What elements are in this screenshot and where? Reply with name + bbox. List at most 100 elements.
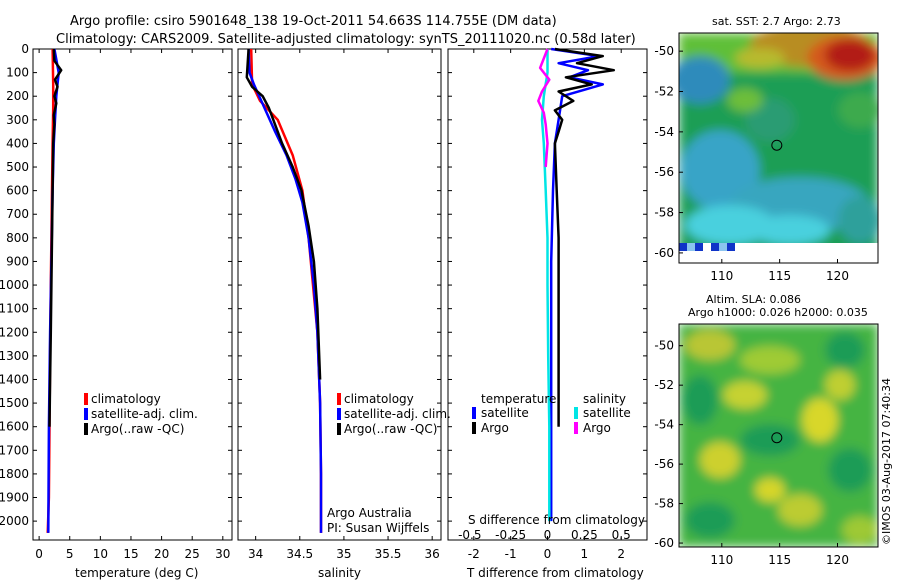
argo-location-marker: [771, 432, 783, 444]
difference-panel: -2 -1 0 1 2 S difference from climatology -0…: [447, 47, 648, 580]
x-tick-label: -1: [505, 547, 517, 561]
series-line-t-satellite: [549, 47, 605, 522]
depth-tick-label: 300: [6, 113, 29, 127]
legend-label-t-satellite: satellite: [481, 406, 529, 420]
map-y-tick-label: -60: [654, 246, 674, 260]
x-tick-label: 1: [581, 547, 589, 561]
salinity-lines: [245, 48, 323, 533]
map-y-tick-label: -52: [654, 85, 674, 99]
legend-label-argo: Argo(..raw -QC): [91, 422, 184, 436]
legend-swatch-s-satellite: [574, 407, 578, 419]
x-tick-label: 36: [425, 547, 440, 561]
map-y-tick-label: -52: [654, 378, 674, 392]
legend-label-climatology: climatology: [91, 392, 161, 406]
temperature-xlabel: temperature (deg C): [75, 566, 198, 580]
difference-xlabel: T difference from climatology: [466, 566, 644, 580]
x-tick-label: 10: [93, 547, 108, 561]
salinity-x-ticks: 34 34.5 35 35.5 36: [248, 49, 440, 561]
annotation-argo-australia: Argo Australia: [327, 506, 412, 520]
depth-tick-label: 1300: [0, 349, 29, 363]
imos-watermark: ©IMOS 03-Aug-2017 07:40:34: [880, 378, 893, 545]
legend-label-s-argo: Argo: [583, 421, 611, 435]
legend-swatch-argo: [84, 423, 88, 435]
series-line-t-argo: [553, 47, 616, 427]
legend-label-satellite: satellite-adj. clim.: [344, 407, 451, 421]
map-x-tick-label: 115: [768, 553, 791, 567]
sst-heatmap-field: [679, 33, 878, 263]
depth-tick-label: 100: [6, 66, 29, 80]
depth-tick-label: 1100: [0, 302, 29, 316]
sla-map-title-1: Altim. SLA: 0.086: [706, 293, 801, 306]
map-y-tick-label: -58: [654, 497, 674, 511]
legend-group-temperature: temperature: [481, 392, 556, 406]
depth-tick-label: 1000: [0, 278, 29, 292]
x-tick-label: -2: [468, 547, 480, 561]
map-y-tick-label: -60: [654, 536, 674, 550]
temperature-axes-frame: [32, 48, 233, 541]
legend-swatch-satellite: [84, 408, 88, 420]
x-tick-label: 5: [66, 547, 74, 561]
sla-heatmap-field: [679, 324, 878, 547]
sst-map: sat. SST: 2.7 Argo: 2.73: [654, 15, 879, 283]
x-tick-label: 25: [185, 547, 200, 561]
depth-tick-label: 600: [6, 184, 29, 198]
depth-tick-labels: 0 100 200 300 400 500 600 700 800 900 1000 1100 1200…: [0, 42, 647, 528]
sla-map-title-2: Argo h1000: 0.026 h2000: 0.035: [688, 306, 868, 319]
legend-swatch-climatology: [337, 393, 341, 405]
header-line-2: Climatology: CARS2009. Satellite-adjuste…: [56, 32, 636, 47]
difference-x-ticks: -2 -1 0 1 2: [468, 49, 625, 561]
sla-map-ticks: 110 115 120 -50 -52 -54 -56 -58 -60: [654, 339, 849, 567]
x-tick-label: 34.5: [286, 547, 313, 561]
top-tick-label: -0.25: [495, 528, 526, 542]
top-tick-label: -0.5: [458, 528, 481, 542]
legend-label-s-satellite: satellite: [583, 406, 631, 420]
x-tick-label: 15: [123, 547, 138, 561]
difference-lines: [537, 47, 616, 522]
sla-map: Altim. SLA: 0.086 Argo h1000: 0.026 h200…: [654, 293, 879, 567]
depth-tick-label: 200: [6, 89, 29, 103]
x-tick-label: 30: [215, 547, 230, 561]
x-tick-label: 34: [248, 547, 263, 561]
depth-tick-label: 400: [6, 136, 29, 150]
x-tick-label: 20: [154, 547, 169, 561]
salinity-panel: 34 34.5 35 35.5 36 salinity climatology sate…: [237, 48, 451, 580]
argo-location-marker: [771, 139, 783, 151]
temperature-lines: [46, 48, 63, 533]
legend-label-argo: Argo(..raw -QC): [344, 422, 437, 436]
series-line-satellite-adj-clim-: [247, 48, 323, 533]
series-line-argo-raw-qc-: [245, 48, 322, 380]
legend-swatch-satellite: [337, 408, 341, 420]
sst-map-ticks: 110 115 120 -50 -52 -54 -56 -58 -60: [654, 44, 849, 283]
temperature-x-ticks: 0 5 10 15 20 25 30: [35, 49, 230, 561]
salinity-xlabel: salinity: [318, 566, 361, 580]
sst-map-title: sat. SST: 2.7 Argo: 2.73: [712, 15, 841, 28]
map-y-tick-label: -50: [654, 44, 674, 58]
map-y-tick-label: -50: [654, 339, 674, 353]
depth-tick-label: 900: [6, 254, 29, 268]
series-line-argo-raw-qc-: [48, 48, 63, 427]
legend-swatch-s-argo: [574, 422, 578, 434]
legend-group-salinity: salinity: [583, 392, 626, 406]
legend-swatch-climatology: [84, 393, 88, 405]
x-tick-label: 35.5: [375, 547, 402, 561]
depth-tick-label: 1500: [0, 396, 29, 410]
map-x-tick-label: 120: [826, 269, 849, 283]
difference-top-ticks: -0.5 -0.25 0 0.25 0.5: [458, 528, 631, 542]
x-tick-label: 35: [336, 547, 351, 561]
x-tick-label: 0: [35, 547, 43, 561]
series-line-climatology: [249, 48, 323, 533]
sst-map-frame: [678, 32, 879, 264]
map-y-tick-label: -54: [654, 418, 674, 432]
map-x-tick-label: 110: [710, 553, 733, 567]
depth-tick-label: 0: [21, 42, 29, 56]
depth-tick-label: 1800: [0, 467, 29, 481]
map-y-tick-label: -58: [654, 206, 674, 220]
depth-tick-label: 1400: [0, 372, 29, 386]
top-tick-label: 0: [544, 528, 552, 542]
top-tick-label: 0.25: [571, 528, 598, 542]
depth-tick-label: 1700: [0, 443, 29, 457]
legend-label-t-argo: Argo: [481, 421, 509, 435]
map-y-tick-label: -54: [654, 125, 674, 139]
x-tick-label: 2: [617, 547, 625, 561]
map-y-tick-label: -56: [654, 457, 674, 471]
